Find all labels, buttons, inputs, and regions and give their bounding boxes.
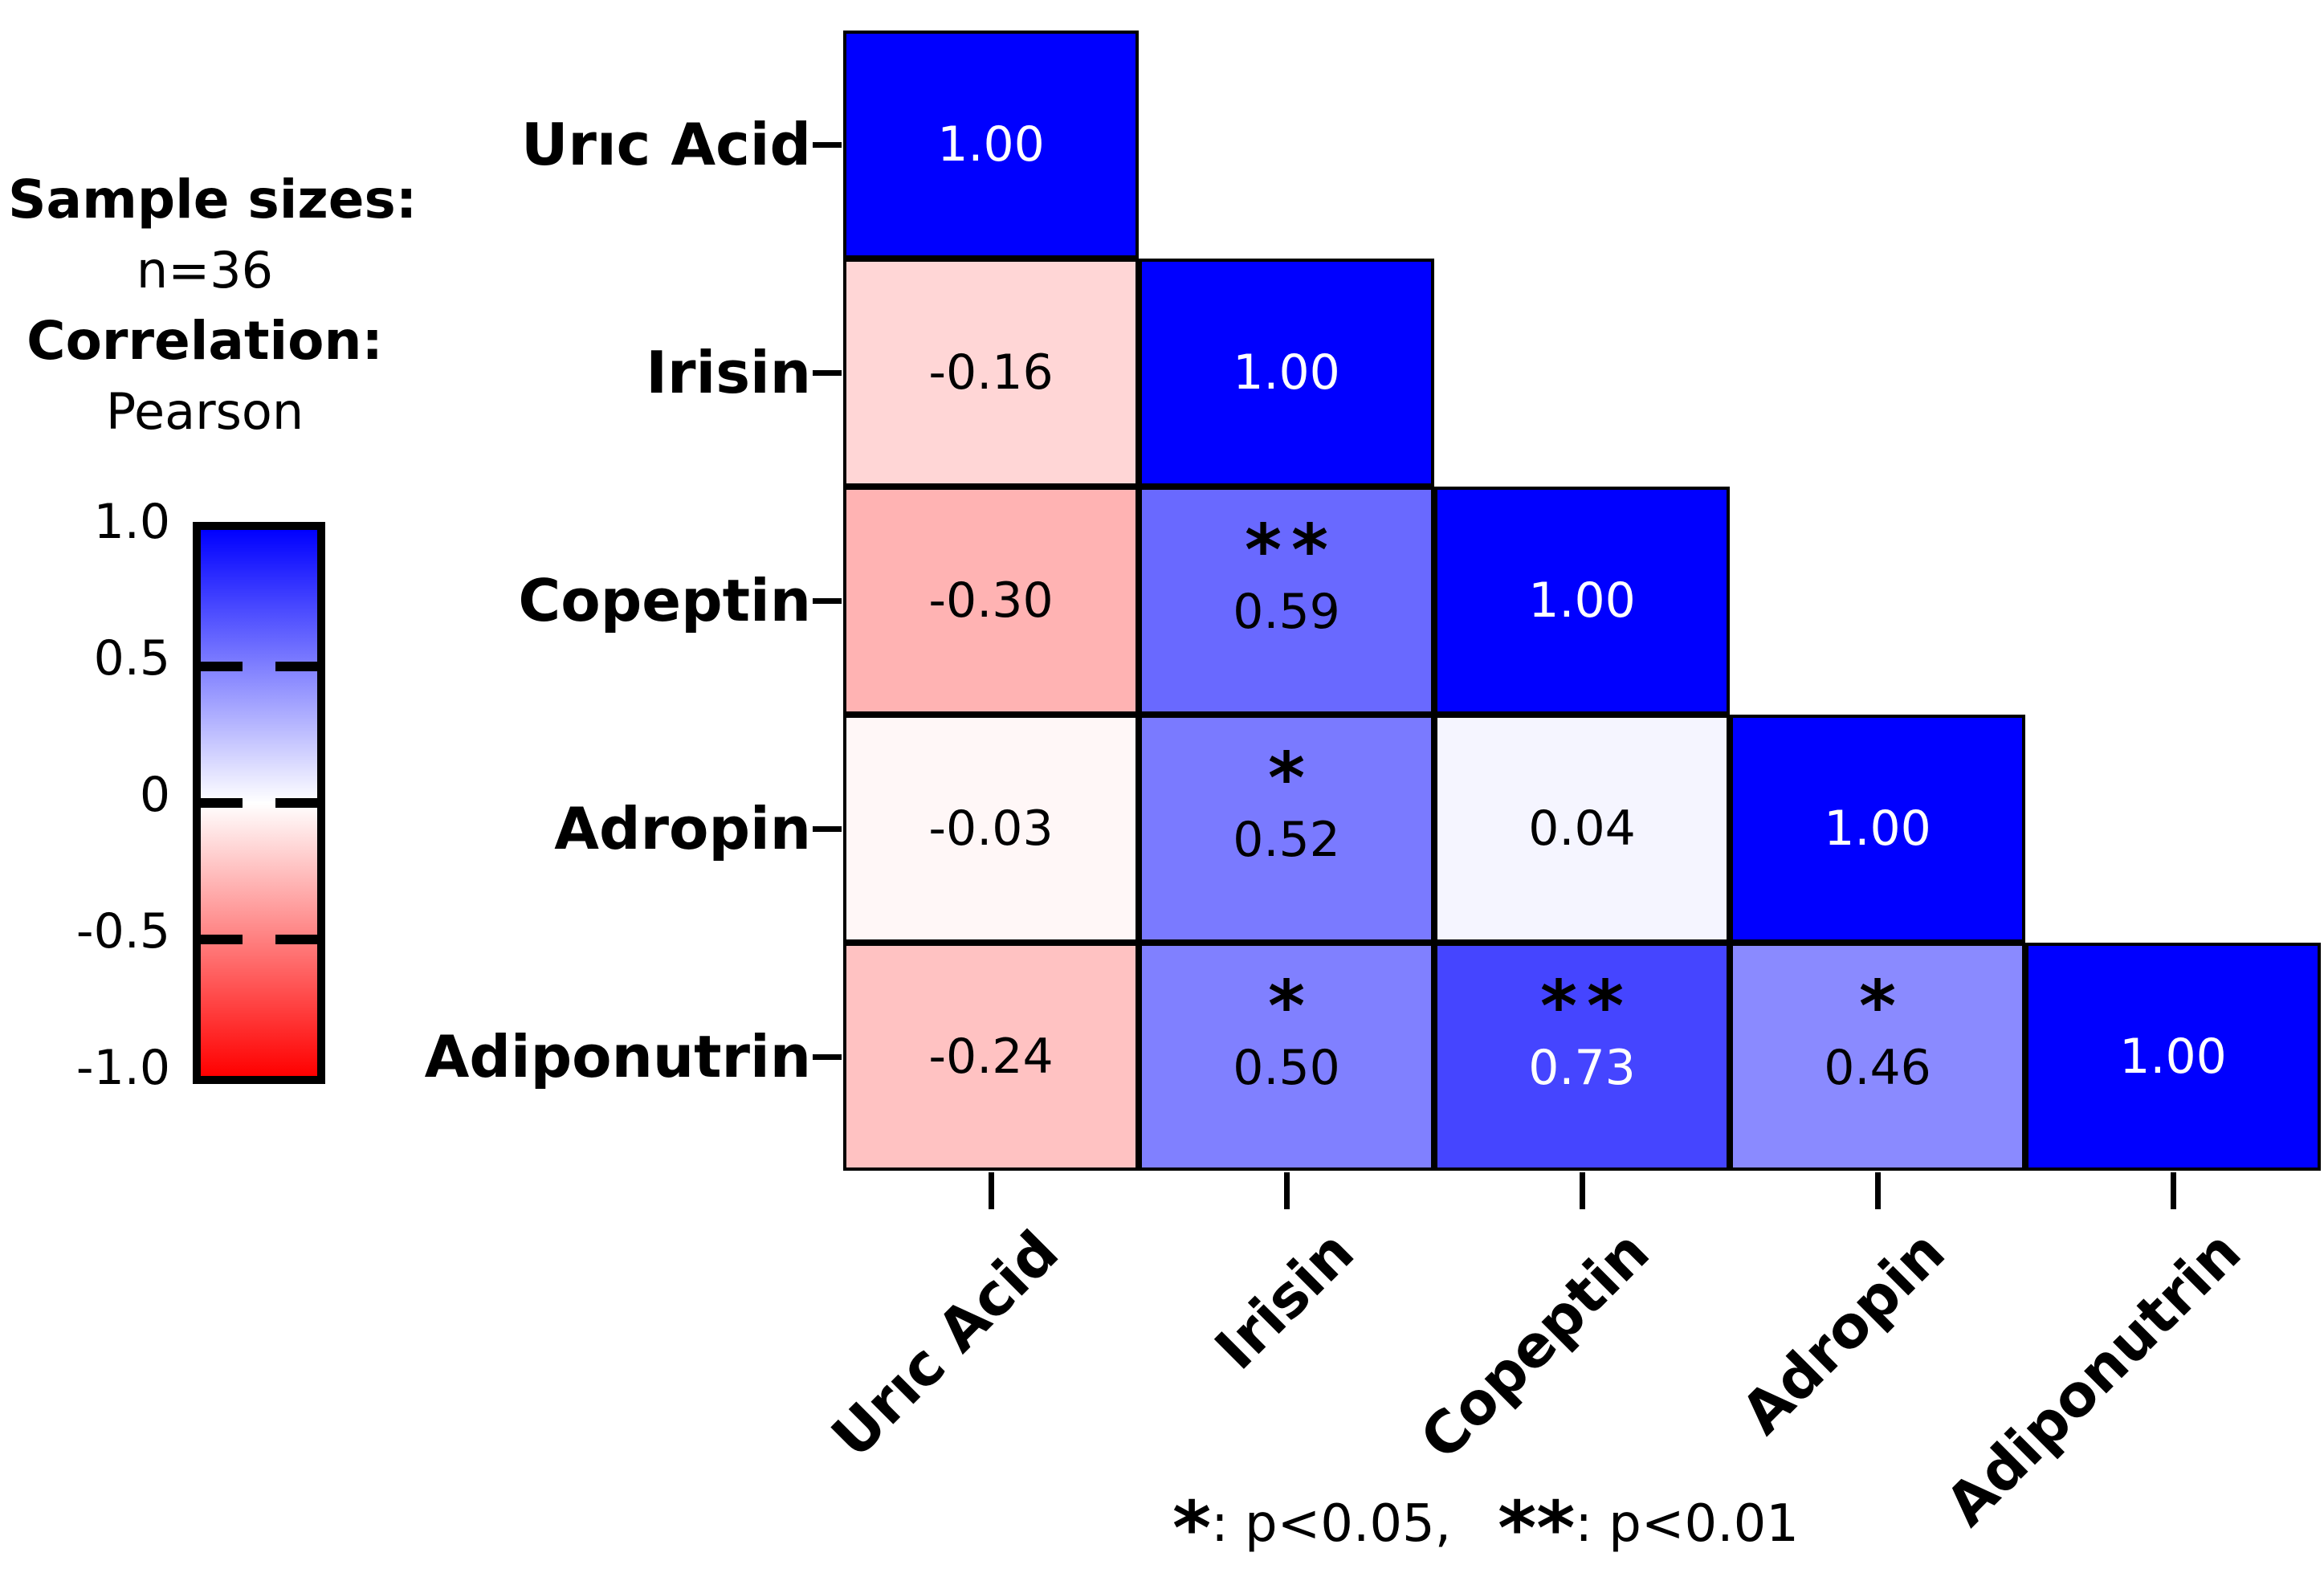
colorbar-tick (275, 798, 317, 808)
x-axis-tick (1284, 1172, 1290, 1209)
x-axis-label: Adropin (1728, 1217, 1958, 1448)
significance-stars: ** (1244, 508, 1339, 592)
heatmap-cell: * 0.50 (1139, 943, 1434, 1171)
significance-stars: * (1267, 964, 1315, 1048)
footnote-star-single: * (1172, 1485, 1212, 1571)
colorbar-tick (275, 662, 317, 671)
sample-sizes-label: Sample sizes: (8, 169, 418, 230)
correlation-method: Pearson (105, 382, 304, 441)
y-axis-label: Urıc Acid (520, 111, 811, 178)
x-axis-tick (989, 1172, 994, 1209)
cell-value: 1.00 (2119, 1029, 2227, 1085)
colorbar-tick-label: 0.5 (93, 630, 170, 687)
x-axis-label: Urıc Acid (818, 1217, 1071, 1471)
x-axis-label: Irisin (1202, 1217, 1367, 1383)
y-axis-tick (813, 142, 842, 148)
cell-value: 0.59 (1233, 583, 1340, 640)
footnote-text-single: : p<0.05, (1211, 1494, 1452, 1554)
colorbar-tick (201, 798, 243, 808)
significance-stars: ** (1539, 964, 1634, 1048)
heatmap-cell: 1.00 (2025, 943, 2321, 1171)
significance-stars: * (1858, 964, 1906, 1048)
colorbar-tick-label: -0.5 (75, 903, 170, 960)
correlation-label: Correlation: (27, 310, 383, 372)
y-axis-tick (813, 826, 842, 832)
y-axis-tick (813, 1054, 842, 1060)
heatmap-cell: 1.00 (1730, 715, 2025, 943)
y-axis-label: Adropin (554, 795, 811, 862)
cell-value: 1.00 (1824, 801, 1931, 857)
colorbar-tick (275, 935, 317, 944)
cell-value: -0.30 (928, 573, 1054, 629)
y-axis-label: Irisin (646, 339, 811, 406)
colorbar-tick-label: -1.0 (75, 1040, 170, 1096)
heatmap-cell: -0.16 (843, 259, 1139, 487)
annotation-block: Sample sizes: n=36 Correlation: Pearson (8, 165, 418, 447)
heatmap-cell: -0.03 (843, 715, 1139, 943)
heatmap-cell: 1.00 (843, 31, 1139, 259)
colorbar-tick (201, 935, 243, 944)
heatmap-cell: * 0.52 (1139, 715, 1434, 943)
cell-value: 0.04 (1528, 801, 1636, 857)
y-axis-tick (813, 370, 842, 376)
y-axis-label: Copeptin (518, 567, 811, 634)
x-axis-tick (2171, 1172, 2176, 1209)
heatmap-cell: * 0.46 (1730, 943, 2025, 1171)
significance-footnote: *: p<0.05, **: p<0.01 (923, 1476, 2048, 1572)
x-axis-label: Copeptin (1407, 1217, 1662, 1473)
heatmap-cell: ** 0.59 (1139, 487, 1434, 715)
cell-value: 0.46 (1824, 1039, 1931, 1096)
cell-value: 0.50 (1233, 1039, 1340, 1096)
cell-value: 1.00 (1233, 344, 1340, 401)
cell-value: 0.73 (1528, 1039, 1636, 1096)
x-axis-tick (1875, 1172, 1881, 1209)
heatmap-cell: 0.04 (1434, 715, 1730, 943)
cell-value: 0.52 (1233, 811, 1340, 868)
cell-value: -0.03 (928, 801, 1054, 857)
heatmap-cell: 1.00 (1139, 259, 1434, 487)
y-axis-tick (813, 598, 842, 604)
y-axis-label: Adiponutrin (424, 1023, 811, 1090)
colorbar (193, 522, 325, 1084)
heatmap-cell: 1.00 (1434, 487, 1730, 715)
heatmap-cell: -0.24 (843, 943, 1139, 1171)
cell-value: -0.24 (928, 1029, 1054, 1085)
significance-stars: * (1267, 736, 1315, 820)
cell-value: 1.00 (937, 116, 1045, 173)
footnote-text-double: : p<0.01 (1575, 1494, 1799, 1554)
footnote-star-double: ** (1498, 1485, 1576, 1571)
sample-size-value: n=36 (136, 241, 274, 300)
x-axis-tick (1580, 1172, 1585, 1209)
colorbar-tick-label: 1.0 (93, 494, 170, 550)
colorbar-tick (201, 662, 243, 671)
cell-value: -0.16 (928, 344, 1054, 401)
cell-value: 1.00 (1528, 573, 1636, 629)
heatmap-cell: ** 0.73 (1434, 943, 1730, 1171)
heatmap-cell: -0.30 (843, 487, 1139, 715)
colorbar-tick-label: 0 (139, 767, 170, 823)
